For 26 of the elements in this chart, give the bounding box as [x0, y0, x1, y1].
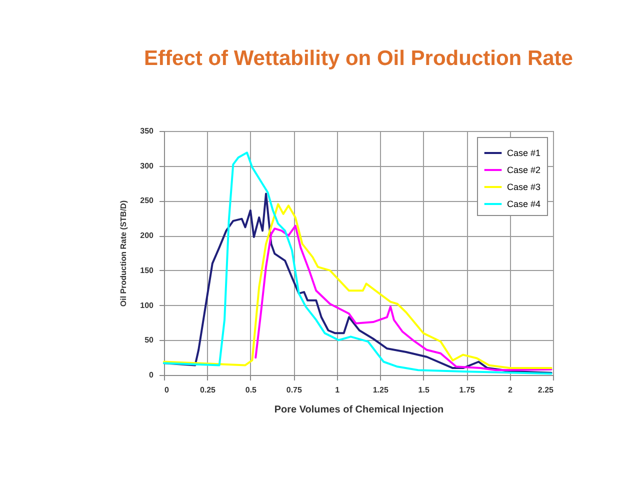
x-tick-label: 1.25	[372, 386, 389, 394]
y-axis-title: Oil Production Rate (STB/D)	[119, 200, 128, 307]
x-tick-label: 2.25	[538, 386, 554, 394]
x-tick-label: 0.75	[286, 386, 302, 394]
legend-label: Case #3	[507, 182, 541, 192]
x-tick-label: 1	[335, 386, 340, 394]
y-tick-label: 150	[140, 266, 154, 275]
y-tick-label: 250	[140, 196, 154, 206]
chart-title: Effect of Wettability on Oil Production Rate	[144, 47, 573, 70]
y-tick-label: 50	[144, 336, 154, 345]
x-tick-label: 0.5	[245, 386, 258, 394]
y-tick-label: 350	[140, 126, 154, 136]
y-tick-label: 100	[140, 300, 154, 310]
y-tick-label: 200	[140, 231, 154, 240]
line-series	[254, 224, 552, 372]
legend-label: Case #4	[507, 199, 541, 209]
x-tick-label: 0.25	[200, 386, 216, 394]
y-tick-label: 0	[149, 370, 154, 380]
x-tick-label: 1.75	[459, 386, 476, 394]
y-tick-label: 300	[140, 161, 154, 170]
x-tick-label: 0	[164, 386, 170, 394]
x-tick-label: 2	[508, 386, 514, 394]
legend-label: Case #2	[507, 165, 541, 175]
legend-label: Case #1	[507, 148, 541, 158]
x-axis-title: Pore Volumes of Chemical Injection	[274, 404, 444, 416]
x-tick-label: 1.5	[418, 386, 430, 394]
